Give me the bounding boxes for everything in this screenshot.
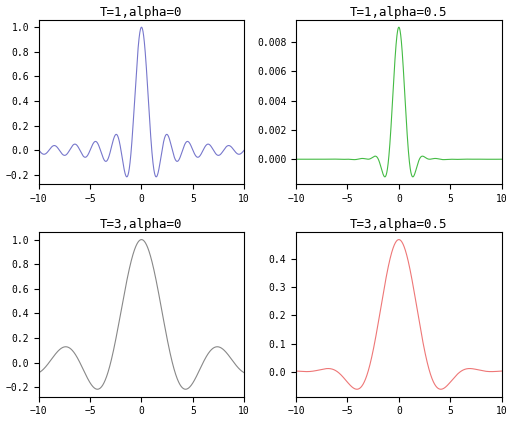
- Title: T=3,alpha=0.5: T=3,alpha=0.5: [350, 218, 448, 231]
- Title: T=1,alpha=0: T=1,alpha=0: [100, 5, 183, 19]
- Title: T=3,alpha=0: T=3,alpha=0: [100, 218, 183, 231]
- Title: T=1,alpha=0.5: T=1,alpha=0.5: [350, 5, 448, 19]
